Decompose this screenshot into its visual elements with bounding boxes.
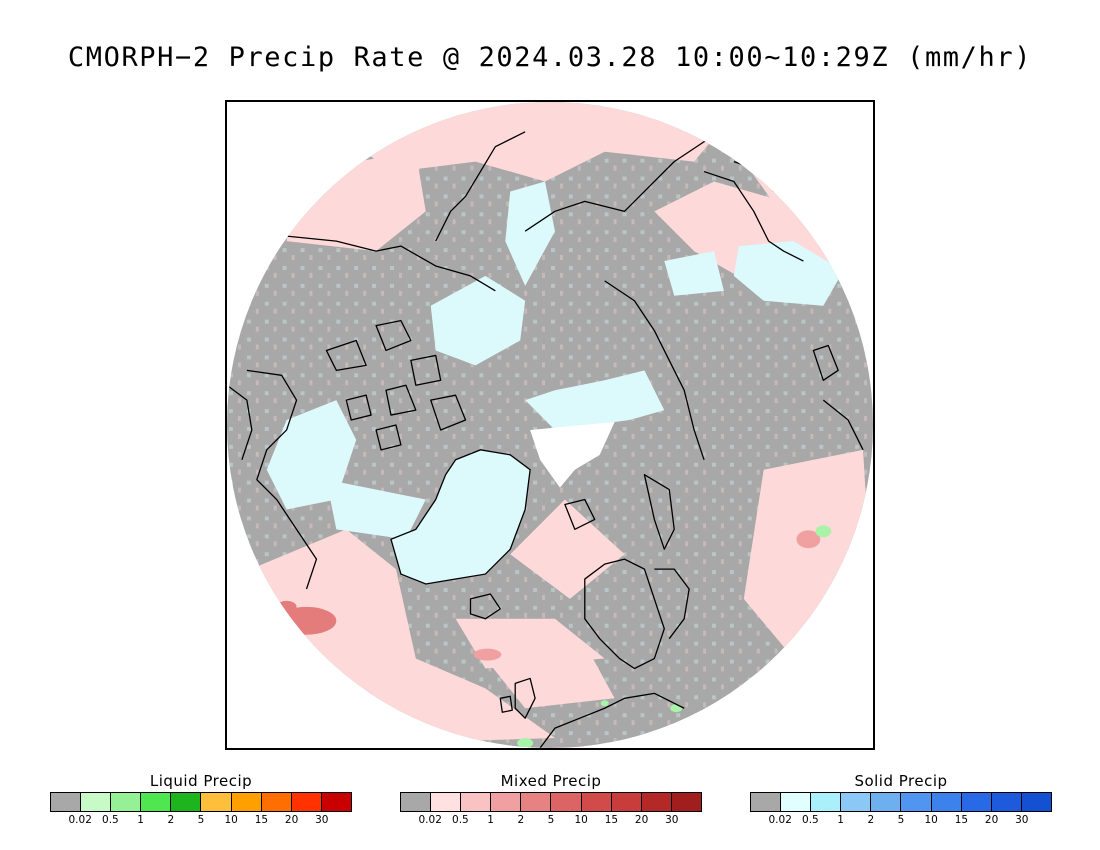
legend-title: Mixed Precip [500,772,602,790]
legend-tick-label: 15 [954,814,969,826]
legend-swatch [141,793,172,811]
legend-tick-label: 1 [487,814,494,826]
legend-tick-label: 30 [1015,814,1029,826]
legend-swatch [201,793,232,811]
legend-liquid-precip: Liquid Precip 0.02 0.5 1 2 5 10 15 20 30 [50,772,352,826]
legend-tick-label: 10 [924,814,938,826]
legend-swatch [811,793,842,811]
legend-mixed-precip: Mixed Precip 0.02 0.5 1 2 5 10 15 20 30 [400,772,702,826]
legend-swatch [931,793,962,811]
legend-swatch [751,793,782,811]
liquid-precip-spots [517,525,832,748]
legend-swatch [401,793,432,811]
legend-swatch [781,793,812,811]
legend-tick-label: 30 [315,814,329,826]
legend-tick-label: 15 [604,814,619,826]
legend-tick-label: 0.02 [418,814,442,826]
legend-tick-label: 5 [547,814,555,826]
legend-tick-label: 20 [984,814,999,826]
legend-tick-label: 20 [634,814,649,826]
legend-colorbar [400,792,702,812]
legend-swatch [841,793,872,811]
legend-swatch [991,793,1022,811]
legend-swatch [1021,793,1051,811]
legend-swatch [641,793,672,811]
legend-tick-label: 10 [224,814,238,826]
legend-title: Liquid Precip [149,772,253,790]
solid-precip-areas [266,181,844,540]
legend-tick-label: 1 [137,814,144,826]
legend-swatch [291,793,322,811]
legend-tick-label: 5 [197,814,205,826]
legend-colorbar [750,792,1052,812]
legend-swatch [51,793,82,811]
legend-swatch [961,793,992,811]
legend-tick-label: 0.5 [102,814,119,826]
legend-swatch [551,793,582,811]
legend-tick-label: 20 [284,814,299,826]
legend-swatch [261,793,292,811]
legend-tick-label: 0.02 [68,814,92,826]
legend-tick-label: 10 [574,814,588,826]
legend-tick-label: 0.5 [452,814,469,826]
map-title: CMORPH−2 Precip Rate @ 2024.03.28 10:00~… [67,42,1033,73]
legend-swatch [671,793,701,811]
legend-tick-label: 2 [517,814,525,826]
legend-swatch [431,793,462,811]
legend-tick-label: 2 [867,814,875,826]
legend-tick-label: 30 [665,814,679,826]
legend-swatch [491,793,522,811]
legend-swatch [871,793,902,811]
legend-tick-label: 1 [837,814,844,826]
legend-swatch [901,793,932,811]
legend-tick-label: 2 [167,814,175,826]
precip-map-canvas [227,102,873,748]
legend-swatch [581,793,612,811]
legend-ticks: 0.02 0.5 1 2 5 10 15 20 30 [750,812,1052,826]
legend-swatch [321,793,351,811]
legend-title: Solid Precip [854,772,948,790]
legend-tick-label: 0.02 [768,814,792,826]
greenland-landmass [390,449,531,585]
legend-tick-label: 5 [897,814,905,826]
north-pole-missing-data-patch [530,422,615,488]
legend-colorbar [50,792,352,812]
legend-swatch [231,793,262,811]
legend-ticks: 0.02 0.5 1 2 5 10 15 20 30 [400,812,702,826]
legend-tick-label: 0.5 [802,814,819,826]
legend-ticks: 0.02 0.5 1 2 5 10 15 20 30 [50,812,352,826]
legend-swatch [111,793,142,811]
legend-swatch [521,793,552,811]
legend-solid-precip: Solid Precip 0.02 0.5 1 2 5 10 15 20 30 [750,772,1052,826]
polar-precip-map [225,100,875,750]
legend-swatch [171,793,202,811]
legend-swatch [461,793,492,811]
legend-tick-label: 15 [254,814,269,826]
legend-swatch [611,793,642,811]
legend-swatch [81,793,112,811]
